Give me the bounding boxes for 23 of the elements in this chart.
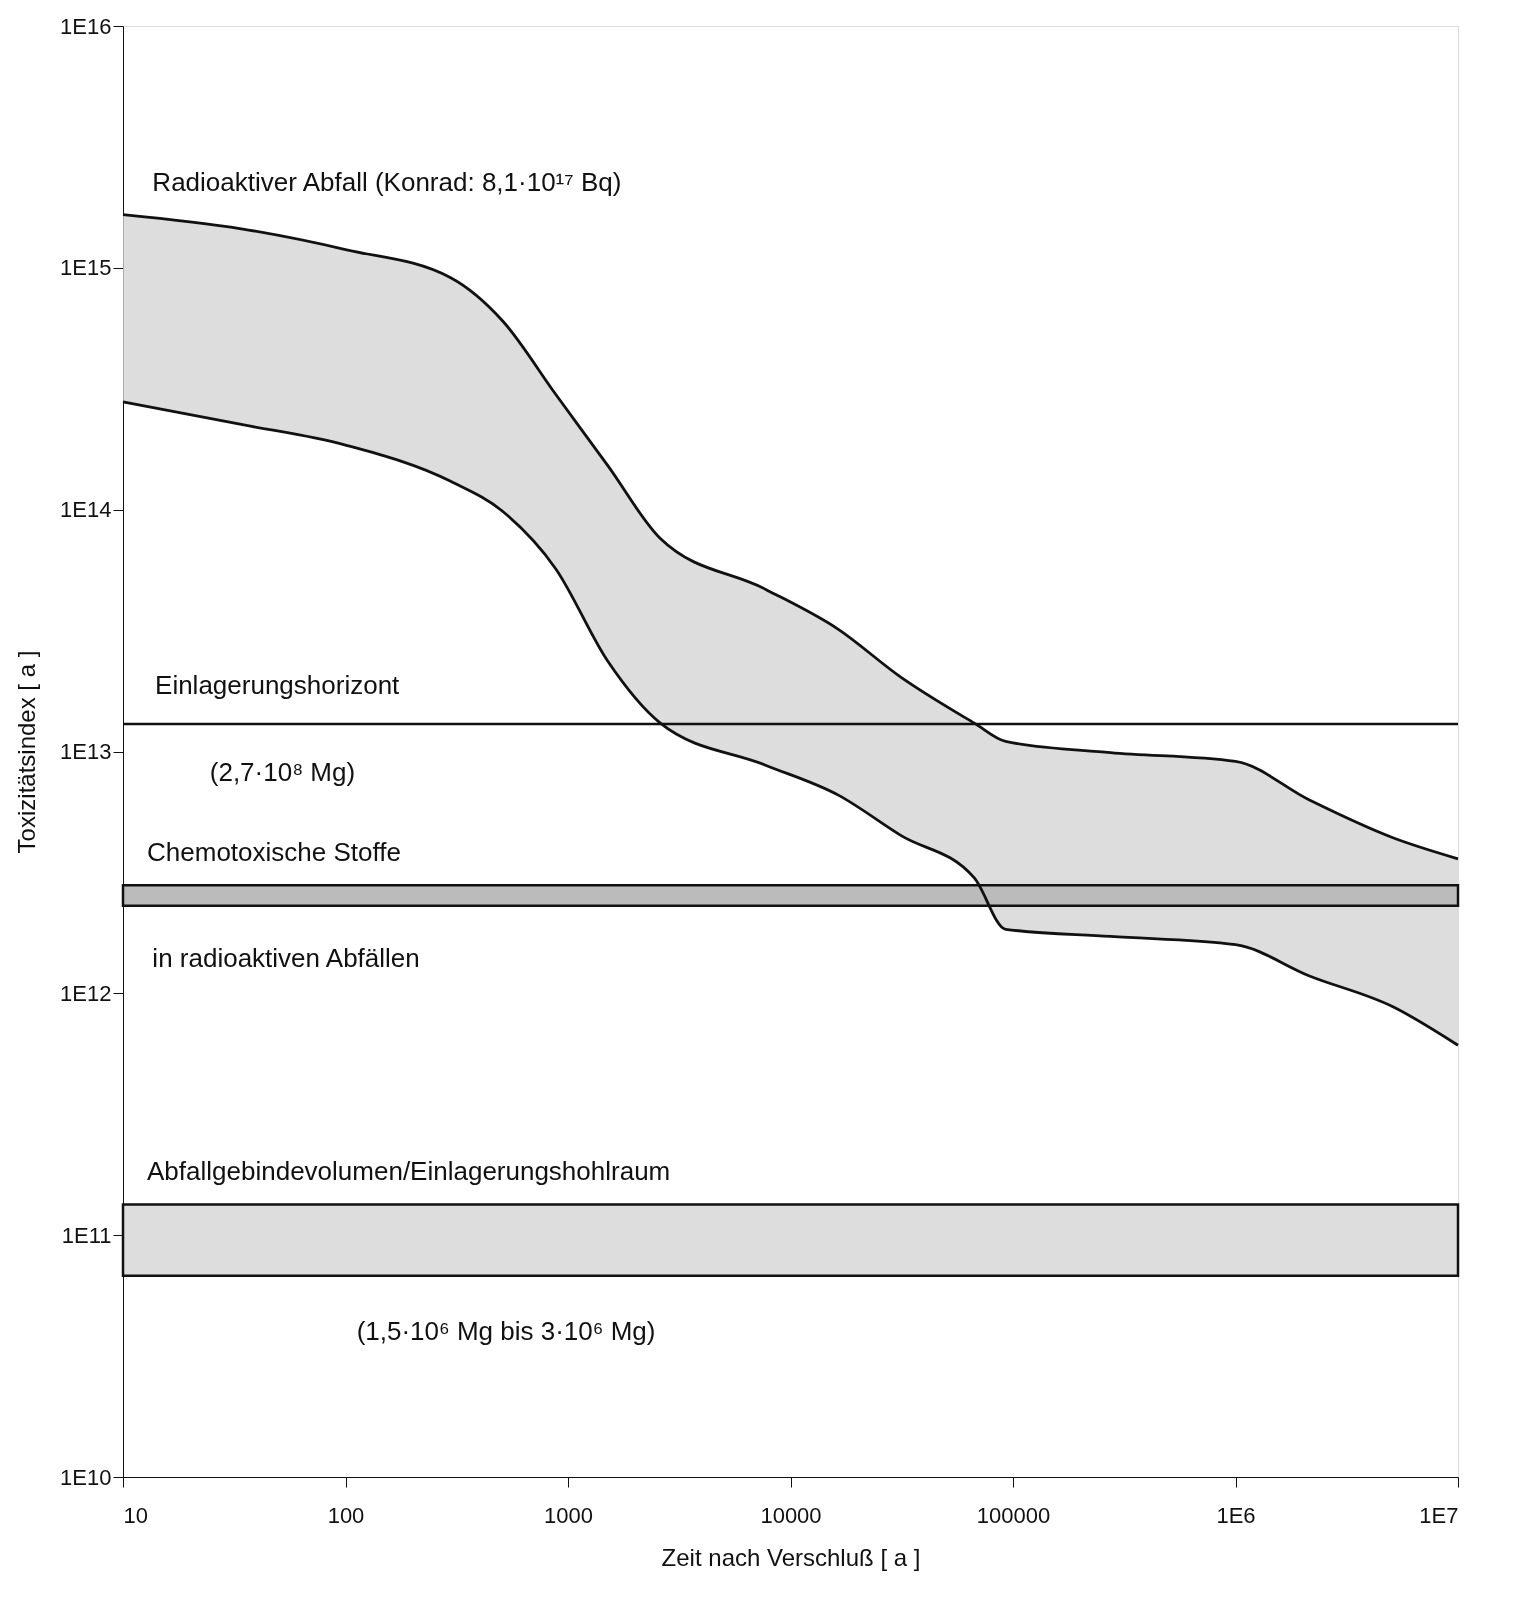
x-tick-label: 10000 [760,1502,822,1528]
x-tick-label: 100000 [976,1502,1051,1528]
annotation: Einlagerungshorizont [155,670,401,701]
y-tick-label: 1E10 [60,1464,112,1490]
x-tick-label: 10 [123,1502,148,1528]
annotation: (2,7·10⁸ Mg) [209,757,356,788]
y-axis-title: Toxizitätsindex [ a ] [13,650,41,854]
annotation: Radioaktiver Abfall (Konrad: 8,1·10¹⁷ Bq) [152,166,622,197]
x-tick-label: 1E7 [1419,1502,1459,1528]
y-tick-label: 1E11 [61,1222,112,1248]
annotation: in radioaktiven Abfällen [152,942,420,973]
y-tick-label: 1E13 [60,739,112,764]
annotation: Chemotoxische Stoffe [147,837,401,868]
y-tick-label: 1E12 [60,980,112,1006]
y-tick-label: 1E14 [60,497,112,523]
x-tick-label: 100 [327,1502,365,1528]
annotation: Abfallgebindevolumen/Einlagerungshohlraum [147,1156,671,1187]
y-tick-label: 1E16 [60,13,112,39]
y-tick-label: 1E15 [60,255,112,281]
x-tick-label: 1000 [544,1502,593,1528]
x-axis-title: Zeit nach Verschluß [ a ] [661,1543,921,1571]
x-tick-label: 1E6 [1216,1502,1256,1528]
annotation: (1,5·10⁶ Mg bis 3·10⁶ Mg) [356,1315,656,1346]
